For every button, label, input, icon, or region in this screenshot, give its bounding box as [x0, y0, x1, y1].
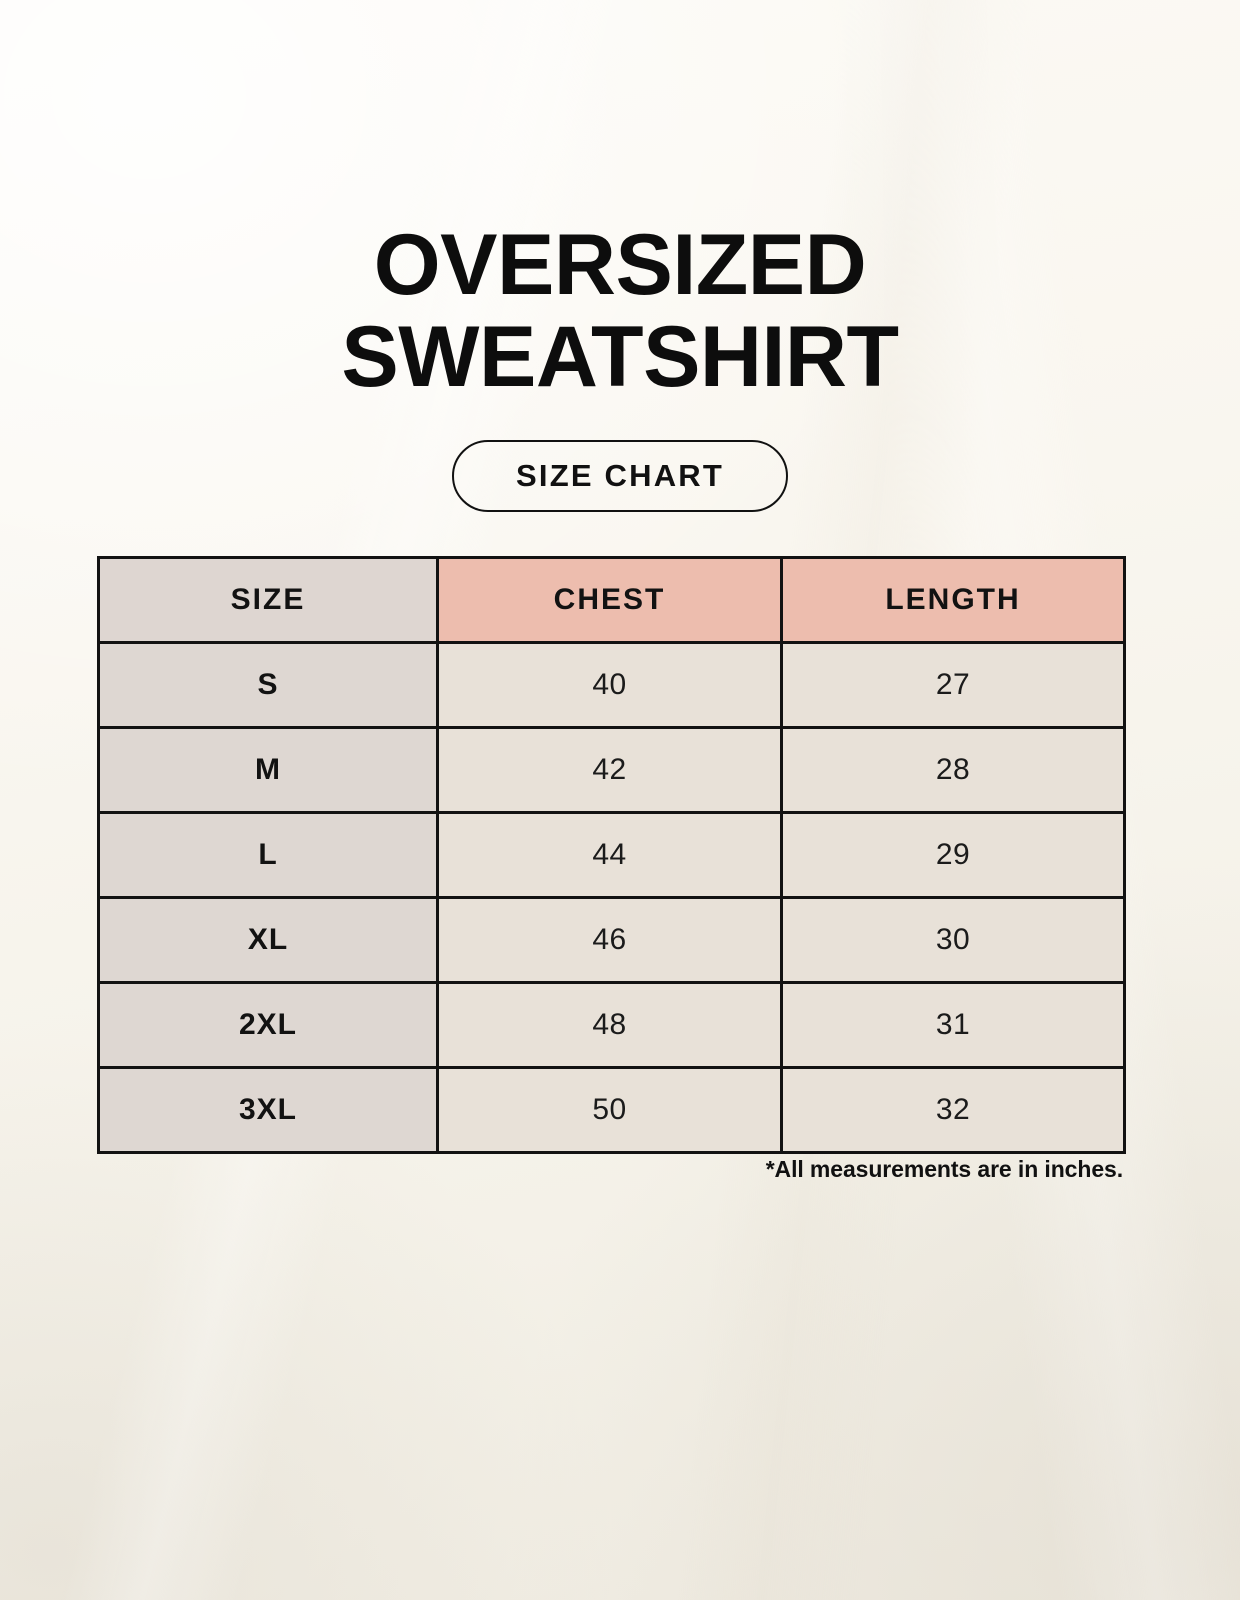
cell-size: M — [97, 726, 439, 814]
size-chart-badge: SIZE CHART — [452, 440, 788, 512]
column-header-size: SIZE — [97, 556, 439, 644]
cell-length: 28 — [780, 726, 1126, 814]
cell-size: L — [97, 811, 439, 899]
cell-length: 29 — [780, 811, 1126, 899]
cell-chest: 48 — [436, 981, 783, 1069]
size-chart-table: SIZE CHEST LENGTH S 40 27 M 42 28 L — [97, 556, 1126, 1154]
table-row: 2XL 48 31 — [97, 981, 1126, 1069]
cell-length: 30 — [780, 896, 1126, 984]
table-header: SIZE CHEST LENGTH — [97, 556, 1126, 644]
cell-chest: 40 — [436, 641, 783, 729]
cell-size: S — [97, 641, 439, 729]
cell-chest: 42 — [436, 726, 783, 814]
measurement-note: *All measurements are in inches. — [765, 1156, 1123, 1182]
page-title-line-2: SWEATSHIRT — [341, 309, 899, 405]
table-row: S 40 27 — [97, 641, 1126, 729]
table-body: S 40 27 M 42 28 L 44 29 XL 46 30 — [97, 641, 1126, 1154]
cell-length: 31 — [780, 981, 1126, 1069]
cell-size: 2XL — [97, 981, 439, 1069]
table-row: XL 46 30 — [97, 896, 1126, 984]
table-row: 3XL 50 32 — [97, 1066, 1126, 1154]
size-table-wrap: SIZE CHEST LENGTH S 40 27 M 42 28 L — [97, 556, 1126, 1154]
size-chart-badge-wrap: SIZE CHART — [0, 440, 1240, 512]
table-row: L 44 29 — [97, 811, 1126, 899]
cell-size: 3XL — [97, 1066, 439, 1154]
cell-chest: 44 — [436, 811, 783, 899]
cell-size: XL — [97, 896, 439, 984]
cell-chest: 46 — [436, 896, 783, 984]
column-header-chest: CHEST — [436, 556, 783, 644]
table-row: M 42 28 — [97, 726, 1126, 814]
cell-length: 32 — [780, 1066, 1126, 1154]
table-header-row: SIZE CHEST LENGTH — [97, 556, 1126, 644]
page-title-line-1: OVERSIZED — [373, 217, 867, 313]
cell-length: 27 — [780, 641, 1126, 729]
column-header-length: LENGTH — [780, 556, 1126, 644]
page-title: OVERSIZED SWEATSHIRT — [0, 217, 1240, 405]
cell-chest: 50 — [436, 1066, 783, 1154]
